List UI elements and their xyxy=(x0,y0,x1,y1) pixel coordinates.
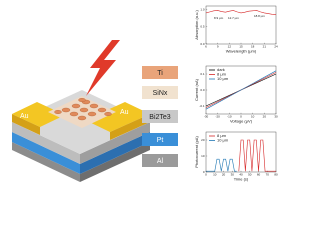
layer-label: SiNx xyxy=(153,90,168,97)
annotation: 18.8 μm xyxy=(254,14,265,18)
x-tick-label: 50 xyxy=(248,173,252,177)
legend-label: 10 μm xyxy=(217,138,229,143)
data-line xyxy=(205,70,277,110)
legend-label: 8 μm xyxy=(217,133,227,138)
layer-label: Ti xyxy=(157,70,163,77)
x-tick-label: 6 xyxy=(205,45,207,49)
au-pad xyxy=(85,102,150,132)
layer-label: Pt xyxy=(157,137,164,144)
al-layer xyxy=(12,142,80,182)
layer-label: Al xyxy=(157,158,164,165)
plot-frame xyxy=(205,5,277,45)
legend-label: 8 μm xyxy=(217,72,227,77)
y-tick-label: 1.0 xyxy=(200,7,205,11)
x-tick-label: -20 xyxy=(215,115,220,119)
x-tick-label: 70 xyxy=(266,173,270,177)
y-tick-label: 0.0 xyxy=(200,88,205,92)
label-box xyxy=(142,86,178,99)
device: Au Au Ti SiNx Bi2Te3 Pt Al xyxy=(12,40,178,182)
x-tick-label: 20 xyxy=(222,173,226,177)
y-axis-label: Photocurrent (pA) xyxy=(194,136,199,168)
x-tick-label: 15 xyxy=(239,45,243,49)
label-box xyxy=(142,110,178,123)
y-tick-label: 0.0 xyxy=(200,42,205,46)
x-tick-label: 20 xyxy=(263,115,267,119)
label-box xyxy=(142,133,178,146)
x-tick-label: 24 xyxy=(274,45,278,49)
light-bolt xyxy=(86,40,120,96)
al-layer xyxy=(80,142,150,182)
x-tick-label: 60 xyxy=(257,173,261,177)
x-tick-label: 9 xyxy=(217,45,219,49)
annotation: 12.7 μm xyxy=(228,16,239,20)
x-tick-label: 80 xyxy=(274,173,278,177)
x-tick-label: 10 xyxy=(251,115,255,119)
y-tick-label: 0.5 xyxy=(200,25,205,29)
legend-label: dark xyxy=(217,67,225,72)
data-line xyxy=(206,158,237,172)
electrode-label: Au xyxy=(20,113,29,120)
bi2te3-layer xyxy=(80,122,150,164)
y-tick-label: 20 xyxy=(201,138,205,142)
x-tick-label: 10 xyxy=(213,173,217,177)
layer-label: Bi2Te3 xyxy=(149,114,171,121)
x-tick-label: -30 xyxy=(204,115,209,119)
x-axis-label: Time (s) xyxy=(234,177,249,182)
au-pad xyxy=(12,102,65,127)
label-box xyxy=(142,66,178,79)
y-axis-label: Current (nA) xyxy=(194,78,199,101)
x-tick-label: 21 xyxy=(263,45,267,49)
y-tick-label: 10 xyxy=(201,154,205,158)
electrode-label: Au xyxy=(120,109,129,116)
figure: Au Au Ti SiNx Bi2Te3 Pt Al 8.9 μm 12.7 μ… xyxy=(12,5,278,182)
data-line xyxy=(238,139,276,172)
x-tick-label: 12 xyxy=(228,45,232,49)
x-axis-label: Wavelength (μm) xyxy=(226,49,257,54)
legend-label: 10 μm xyxy=(217,76,229,81)
x-tick-label: 30 xyxy=(274,115,278,119)
y-tick-label: 0 xyxy=(203,170,205,174)
y-tick-label: -0.1 xyxy=(199,104,205,108)
ti-disks xyxy=(54,97,112,121)
x-tick-label: 40 xyxy=(239,173,243,177)
pt-layer xyxy=(12,132,80,174)
y-axis-label: Absorption (a.u.) xyxy=(194,10,199,40)
au-pad xyxy=(12,114,40,135)
annotation: 8.9 μm xyxy=(214,16,224,20)
x-tick-label: -10 xyxy=(227,115,232,119)
x-tick-label: 30 xyxy=(231,173,235,177)
y-tick-label: 0.1 xyxy=(200,72,205,76)
x-axis-label: Voltage (μV) xyxy=(230,119,253,124)
pt-layer xyxy=(80,132,150,174)
x-tick-label: 18 xyxy=(251,45,255,49)
au-pad xyxy=(110,114,150,140)
bi2te3-layer xyxy=(12,122,80,164)
x-tick-label: 0 xyxy=(240,115,242,119)
label-box xyxy=(142,154,178,167)
x-tick-label: 0 xyxy=(205,173,207,177)
data-line xyxy=(205,10,277,15)
